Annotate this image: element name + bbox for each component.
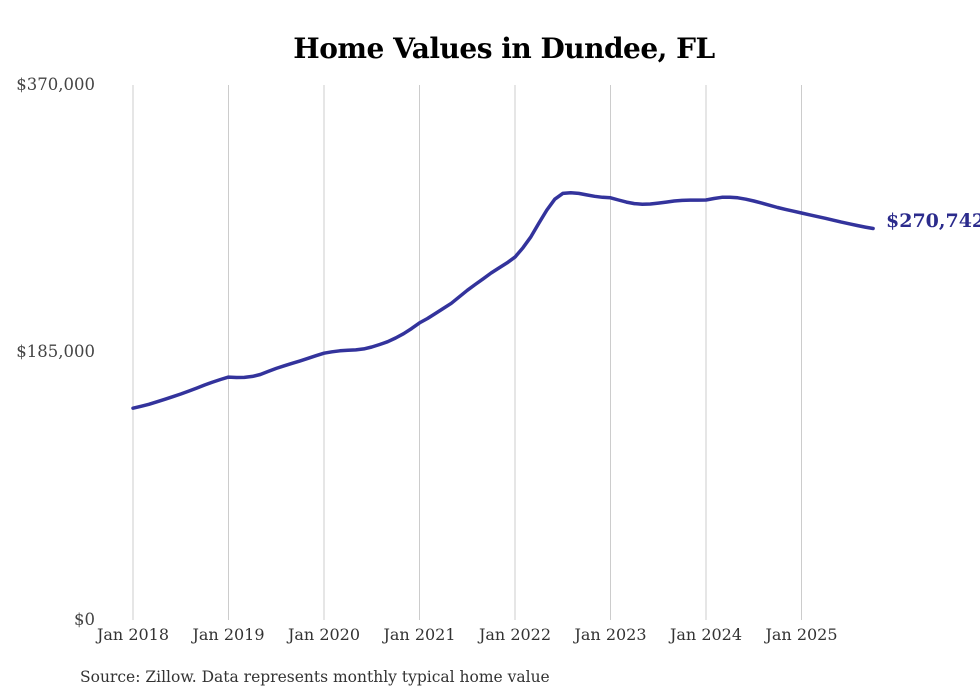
y-axis-tick-185000: $185,000 <box>16 342 95 361</box>
x-axis-tick: Jan 2018 <box>95 625 169 644</box>
x-axis-tick: Jan 2020 <box>286 625 360 644</box>
x-axis-tick: Jan 2023 <box>572 625 646 644</box>
x-axis-tick: Jan 2024 <box>668 625 742 644</box>
chart-title: Home Values in Dundee, FL <box>293 32 715 65</box>
x-axis-tick: Jan 2021 <box>381 625 455 644</box>
x-axis-tick: Jan 2019 <box>190 625 264 644</box>
x-axis-tick: Jan 2025 <box>763 625 837 644</box>
y-axis-tick-0: $0 <box>74 610 95 629</box>
latest-value-label: $270,742 <box>886 210 980 232</box>
home-value-line <box>131 190 875 410</box>
y-axis-tick-370000: $370,000 <box>16 75 95 94</box>
x-axis-tick: Jan 2022 <box>477 625 551 644</box>
source-note: Source: Zillow. Data represents monthly … <box>80 668 550 686</box>
